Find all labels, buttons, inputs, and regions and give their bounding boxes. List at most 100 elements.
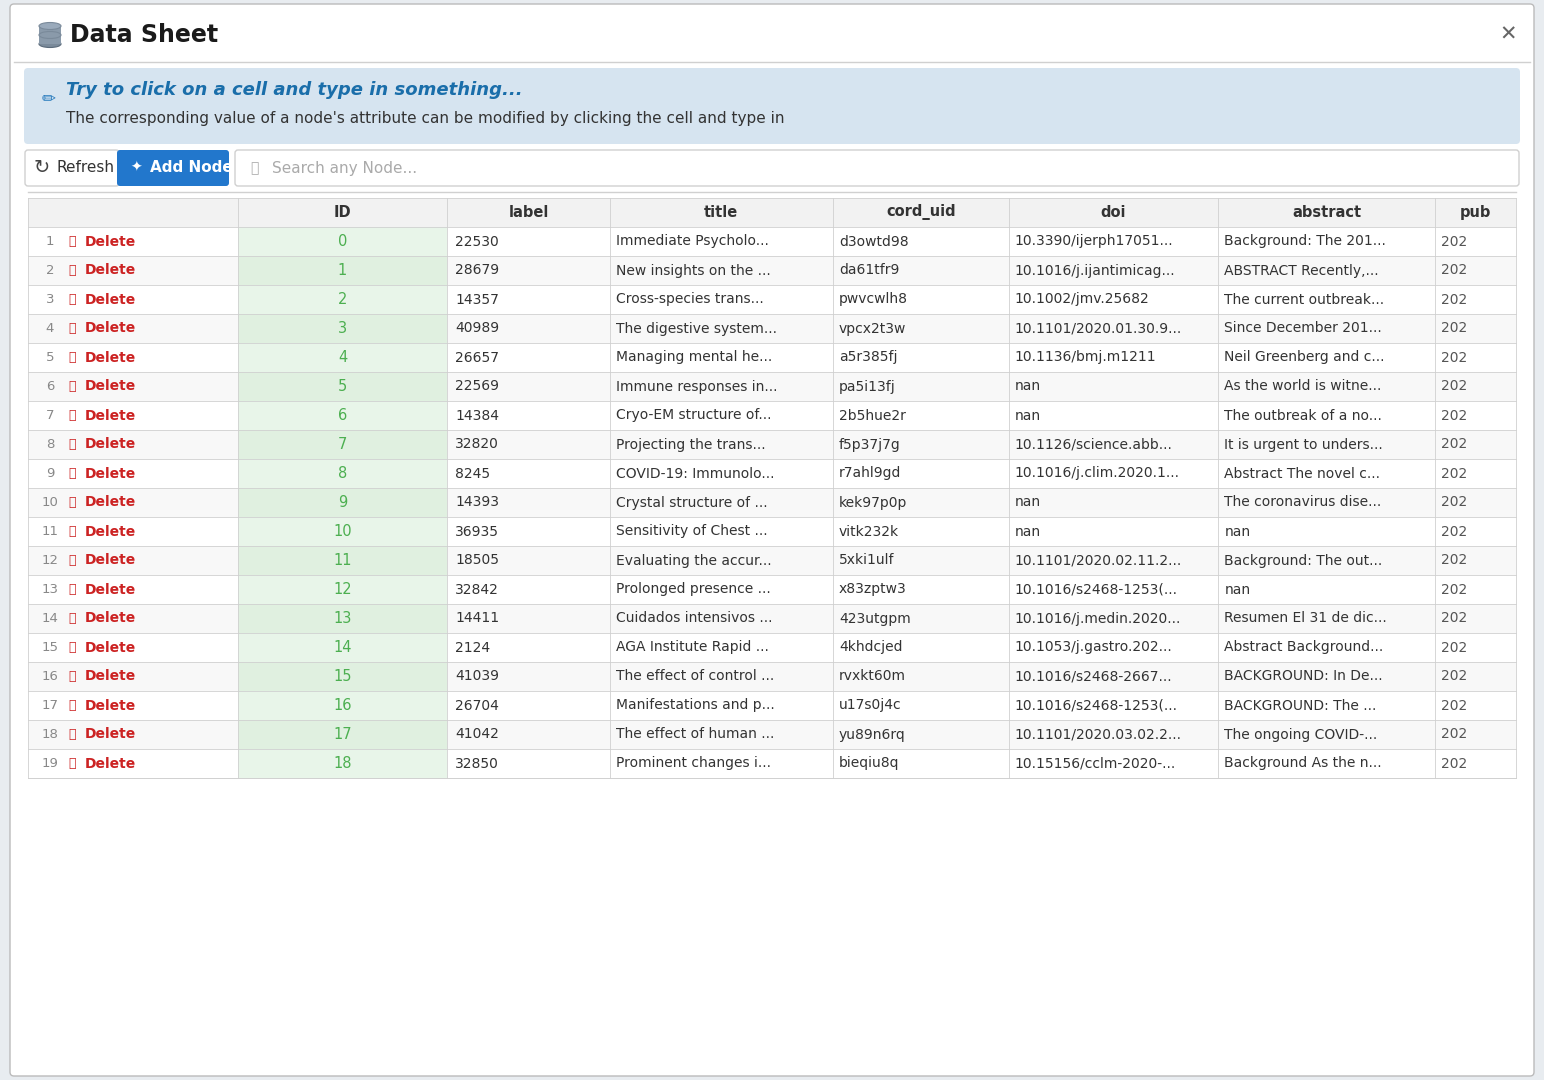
Text: 🗑: 🗑 (68, 699, 76, 712)
Text: Delete: Delete (85, 699, 136, 713)
Text: 🗑: 🗑 (68, 612, 76, 625)
Text: Refresh: Refresh (56, 161, 114, 175)
Bar (28, 285, 1516, 314)
Text: 3: 3 (338, 321, 347, 336)
Text: 11: 11 (42, 525, 59, 538)
Text: 2b5hue2r: 2b5hue2r (838, 408, 906, 422)
Text: Search any Node...: Search any Node... (272, 161, 417, 175)
Ellipse shape (39, 40, 62, 48)
Text: Immediate Psycholo...: Immediate Psycholo... (616, 234, 769, 248)
Bar (28, 488, 1516, 517)
Text: 12: 12 (42, 554, 59, 567)
Text: 8245: 8245 (455, 467, 491, 481)
Text: nan: nan (1014, 379, 1041, 393)
Text: 202: 202 (1441, 437, 1467, 451)
Text: Delete: Delete (85, 379, 136, 393)
Text: Delete: Delete (85, 582, 136, 596)
Text: 202: 202 (1441, 553, 1467, 567)
Ellipse shape (39, 23, 62, 29)
Text: Cuidados intensivos ...: Cuidados intensivos ... (616, 611, 772, 625)
Text: Delete: Delete (85, 525, 136, 539)
Text: Delete: Delete (85, 728, 136, 742)
Text: 15: 15 (42, 642, 59, 654)
Text: Background As the n...: Background As the n... (1224, 756, 1382, 770)
Text: vitk232k: vitk232k (838, 525, 899, 539)
Text: 🗑: 🗑 (68, 235, 76, 248)
Text: vpcx2t3w: vpcx2t3w (838, 322, 906, 336)
Text: u17s0j4c: u17s0j4c (838, 699, 902, 713)
FancyBboxPatch shape (25, 150, 119, 186)
Bar (238, 227, 448, 256)
Text: Sensitivity of Chest ...: Sensitivity of Chest ... (616, 525, 767, 539)
Text: 10.3390/ijerph17051...: 10.3390/ijerph17051... (1014, 234, 1173, 248)
Bar (238, 662, 448, 691)
Text: 14411: 14411 (455, 611, 499, 625)
Text: The coronavirus dise...: The coronavirus dise... (1224, 496, 1382, 510)
Text: The outbreak of a no...: The outbreak of a no... (1224, 408, 1382, 422)
Bar (28, 575, 1516, 604)
Text: 10.1016/j.clim.2020.1...: 10.1016/j.clim.2020.1... (1014, 467, 1180, 481)
Text: Projecting the trans...: Projecting the trans... (616, 437, 766, 451)
Bar (238, 750, 448, 778)
Text: 14: 14 (334, 640, 352, 654)
Text: As the world is witne...: As the world is witne... (1224, 379, 1382, 393)
Bar (28, 256, 1516, 285)
Text: The digestive system...: The digestive system... (616, 322, 777, 336)
Bar (28, 662, 1516, 691)
Text: f5p37j7g: f5p37j7g (838, 437, 900, 451)
Text: 10.1101/2020.03.02.2...: 10.1101/2020.03.02.2... (1014, 728, 1181, 742)
Bar (28, 604, 1516, 633)
Text: 10.1016/j.ijantimicag...: 10.1016/j.ijantimicag... (1014, 264, 1175, 278)
Text: Prolonged presence ...: Prolonged presence ... (616, 582, 770, 596)
Bar (238, 633, 448, 662)
Text: Background: The 201...: Background: The 201... (1224, 234, 1387, 248)
Bar (238, 401, 448, 430)
Text: 26657: 26657 (455, 351, 499, 365)
Text: Evaluating the accur...: Evaluating the accur... (616, 553, 772, 567)
Bar (238, 459, 448, 488)
Text: pa5i13fj: pa5i13fj (838, 379, 896, 393)
Text: nan: nan (1014, 525, 1041, 539)
Text: 🗑: 🗑 (68, 264, 76, 276)
Text: 10.1136/bmj.m1211: 10.1136/bmj.m1211 (1014, 351, 1156, 365)
Text: The current outbreak...: The current outbreak... (1224, 293, 1385, 307)
Text: Try to click on a cell and type in something...: Try to click on a cell and type in somet… (66, 81, 522, 99)
Text: 202: 202 (1441, 699, 1467, 713)
Text: 14384: 14384 (455, 408, 499, 422)
Text: 10.1002/jmv.25682: 10.1002/jmv.25682 (1014, 293, 1149, 307)
Text: Abstract Background...: Abstract Background... (1224, 640, 1383, 654)
Bar (28, 691, 1516, 720)
Text: 41039: 41039 (455, 670, 499, 684)
Text: 40989: 40989 (455, 322, 499, 336)
Text: Abstract The novel c...: Abstract The novel c... (1224, 467, 1380, 481)
Bar (238, 343, 448, 372)
Text: 202: 202 (1441, 264, 1467, 278)
FancyBboxPatch shape (9, 4, 1535, 1076)
Text: Delete: Delete (85, 670, 136, 684)
Text: 202: 202 (1441, 351, 1467, 365)
FancyBboxPatch shape (25, 68, 1519, 144)
Bar (238, 691, 448, 720)
Bar (238, 285, 448, 314)
Text: Cryo-EM structure of...: Cryo-EM structure of... (616, 408, 770, 422)
Text: 18: 18 (42, 728, 59, 741)
Text: Manifestations and p...: Manifestations and p... (616, 699, 775, 713)
Text: 🗑: 🗑 (68, 293, 76, 306)
Bar (238, 720, 448, 750)
FancyBboxPatch shape (235, 150, 1519, 186)
Text: cord_uid: cord_uid (886, 204, 956, 220)
Text: 🗑: 🗑 (68, 554, 76, 567)
Text: r7ahl9gd: r7ahl9gd (838, 467, 902, 481)
Text: 13: 13 (334, 611, 352, 626)
Text: x83zptw3: x83zptw3 (838, 582, 906, 596)
Text: Delete: Delete (85, 611, 136, 625)
Text: a5r385fj: a5r385fj (838, 351, 897, 365)
Text: New insights on the ...: New insights on the ... (616, 264, 770, 278)
Text: Immune responses in...: Immune responses in... (616, 379, 777, 393)
Bar (28, 401, 1516, 430)
Bar (238, 546, 448, 575)
Text: 🗑: 🗑 (68, 438, 76, 451)
Text: 17: 17 (42, 699, 59, 712)
Ellipse shape (39, 31, 62, 39)
Text: abstract: abstract (1292, 205, 1362, 220)
